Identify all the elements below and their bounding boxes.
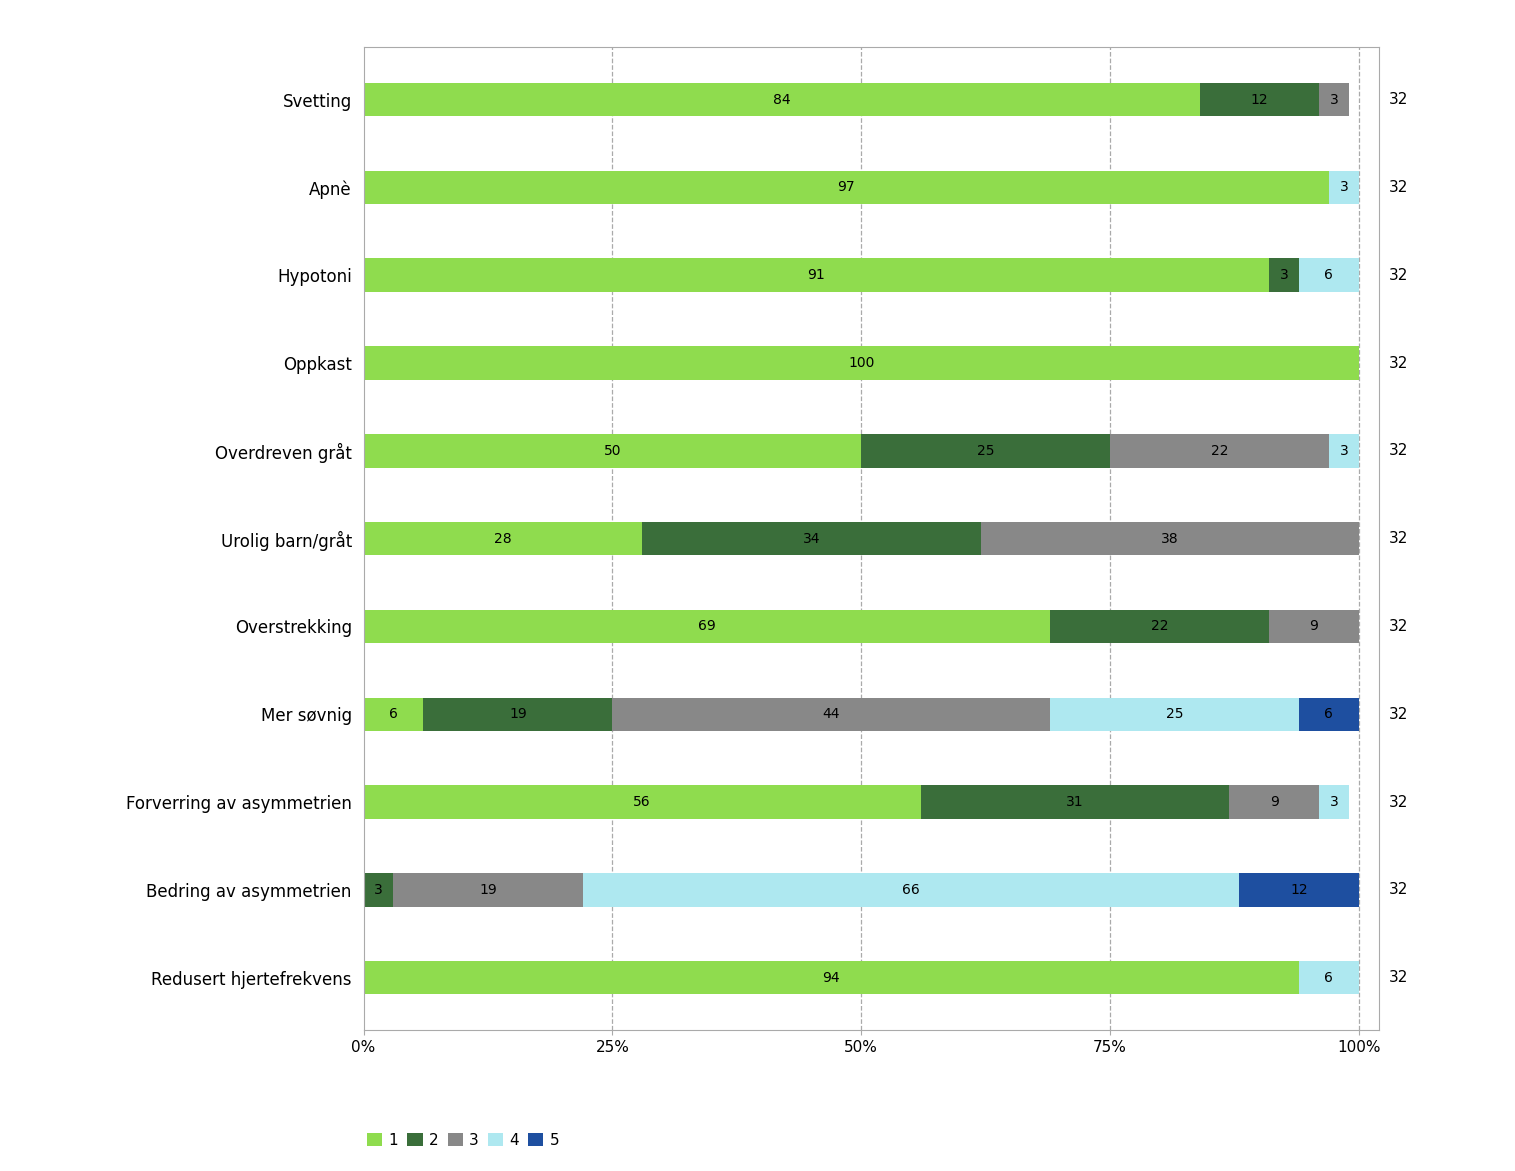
Bar bbox=[394, 874, 583, 906]
Text: 12: 12 bbox=[1250, 93, 1268, 107]
Bar bbox=[423, 698, 612, 731]
Bar bbox=[1320, 83, 1348, 116]
Bar bbox=[364, 171, 1329, 204]
Text: 22: 22 bbox=[1151, 619, 1168, 634]
Bar bbox=[364, 522, 642, 555]
Bar bbox=[861, 434, 1110, 467]
Bar bbox=[1050, 698, 1298, 731]
Bar bbox=[364, 83, 1200, 116]
Bar bbox=[583, 874, 1239, 906]
Bar bbox=[364, 786, 921, 819]
Bar bbox=[1270, 610, 1359, 643]
Text: 6: 6 bbox=[389, 707, 398, 721]
Text: 32: 32 bbox=[1389, 619, 1407, 634]
Text: 100: 100 bbox=[848, 356, 874, 370]
Text: 25: 25 bbox=[977, 444, 994, 458]
Bar bbox=[364, 610, 1050, 643]
Text: 31: 31 bbox=[1067, 795, 1083, 809]
Text: 44: 44 bbox=[823, 707, 841, 721]
Text: 3: 3 bbox=[1330, 93, 1338, 107]
Bar bbox=[364, 259, 1270, 292]
Text: 32: 32 bbox=[1389, 356, 1407, 370]
Text: 84: 84 bbox=[773, 93, 791, 107]
Bar bbox=[1320, 786, 1348, 819]
Bar bbox=[1270, 259, 1298, 292]
Text: 94: 94 bbox=[823, 971, 841, 985]
Bar bbox=[364, 874, 394, 906]
Bar bbox=[364, 961, 1298, 994]
Bar bbox=[1329, 434, 1359, 467]
Bar bbox=[1298, 698, 1359, 731]
Bar bbox=[1298, 259, 1359, 292]
Bar bbox=[364, 434, 861, 467]
Text: 6: 6 bbox=[1324, 707, 1333, 721]
Text: 32: 32 bbox=[1389, 268, 1407, 282]
Text: 56: 56 bbox=[633, 795, 651, 809]
Bar bbox=[642, 522, 980, 555]
Text: 32: 32 bbox=[1389, 707, 1407, 721]
Bar bbox=[364, 698, 423, 731]
Bar bbox=[1050, 610, 1270, 643]
Bar bbox=[1110, 434, 1329, 467]
Text: 9: 9 bbox=[1270, 795, 1279, 809]
Text: 32: 32 bbox=[1389, 532, 1407, 546]
Text: 9: 9 bbox=[1309, 619, 1318, 634]
Text: 38: 38 bbox=[1160, 532, 1179, 546]
Text: 6: 6 bbox=[1324, 268, 1333, 282]
Text: 19: 19 bbox=[479, 883, 497, 897]
Text: 66: 66 bbox=[901, 883, 920, 897]
Text: 32: 32 bbox=[1389, 883, 1407, 897]
Text: 97: 97 bbox=[838, 180, 854, 194]
Text: 19: 19 bbox=[509, 707, 527, 721]
Text: 22: 22 bbox=[1210, 444, 1229, 458]
Text: 25: 25 bbox=[1167, 707, 1183, 721]
Bar bbox=[1329, 171, 1359, 204]
Bar bbox=[612, 698, 1050, 731]
Text: 3: 3 bbox=[1330, 795, 1338, 809]
Text: 34: 34 bbox=[803, 532, 820, 546]
Text: 32: 32 bbox=[1389, 444, 1407, 458]
Bar bbox=[1229, 786, 1320, 819]
Text: 50: 50 bbox=[603, 444, 621, 458]
Text: 28: 28 bbox=[494, 532, 512, 546]
Text: 32: 32 bbox=[1389, 971, 1407, 985]
Text: 32: 32 bbox=[1389, 795, 1407, 809]
Text: 91: 91 bbox=[807, 268, 826, 282]
Bar bbox=[364, 347, 1359, 379]
Text: 12: 12 bbox=[1291, 883, 1307, 897]
Bar bbox=[980, 522, 1359, 555]
Text: 32: 32 bbox=[1389, 180, 1407, 194]
Text: 32: 32 bbox=[1389, 93, 1407, 107]
Bar bbox=[921, 786, 1229, 819]
Text: 3: 3 bbox=[374, 883, 383, 897]
Bar bbox=[1239, 874, 1359, 906]
Text: 3: 3 bbox=[1339, 180, 1348, 194]
Legend: 1, 2, 3, 4, 5: 1, 2, 3, 4, 5 bbox=[361, 1127, 565, 1153]
Text: 6: 6 bbox=[1324, 971, 1333, 985]
Text: 69: 69 bbox=[698, 619, 715, 634]
Text: 3: 3 bbox=[1280, 268, 1288, 282]
Text: 3: 3 bbox=[1339, 444, 1348, 458]
Bar bbox=[1298, 961, 1359, 994]
Bar bbox=[1200, 83, 1320, 116]
